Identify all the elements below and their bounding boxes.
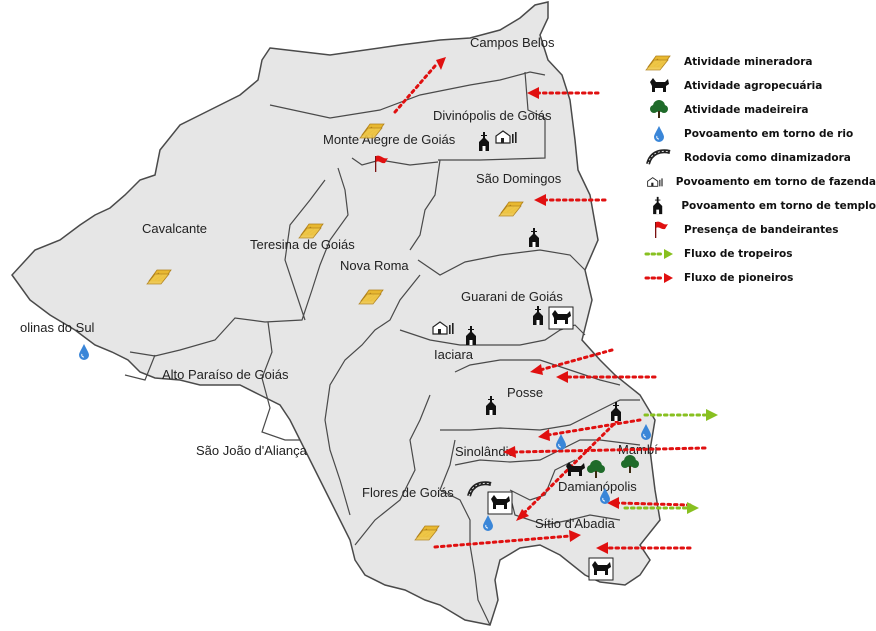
municipality-labels: Campos Belos Divinópolis de Goiás Monte …: [20, 35, 658, 531]
legend-item-tree: Atividade madeireira: [640, 98, 876, 122]
cattle-icon: [488, 492, 512, 514]
pioneer-arrowhead: [569, 530, 581, 542]
label-simolandia: Sinolândia: [455, 444, 516, 459]
legend-label: Atividade madeireira: [684, 104, 809, 116]
legend-item-pioneer-flow: Fluxo de pioneiros: [640, 266, 876, 290]
cattle-icon: [589, 558, 613, 580]
cattle-icon: [549, 307, 573, 329]
pioneer-flow-arrow: [433, 534, 572, 549]
green-arrow-icon: [644, 249, 673, 259]
legend-label: Fluxo de tropeiros: [684, 248, 793, 260]
label-guarani: Guarani de Goiás: [461, 289, 563, 304]
legend-item-drover-flow: Fluxo de tropeiros: [640, 242, 876, 266]
map-legend: Atividade mineradora Atividade agropecuá…: [640, 50, 876, 290]
pioneer-arrowheads: [436, 57, 619, 554]
legend-label: Rodovia como dinamizadora: [684, 152, 851, 164]
water-drop-icon: [653, 125, 665, 143]
legend-item-cattle: Atividade agropecuária: [640, 74, 876, 98]
legend-label: Atividade mineradora: [684, 56, 813, 68]
label-divinopolis: Divinópolis de Goiás: [433, 108, 552, 123]
label-iaciara: Iaciara: [434, 347, 474, 362]
pioneer-arrowhead: [503, 446, 516, 458]
legend-item-church: Povoamento em torno de templo: [640, 194, 876, 218]
legend-label: Fluxo de pioneiros: [684, 272, 794, 284]
label-damianopolis: Damianópolis: [558, 479, 637, 494]
tree-icon: [650, 100, 668, 118]
pioneer-flow-arrow: [513, 446, 707, 454]
legend-label: Povoamento em torno de rio: [684, 128, 854, 140]
cattle-icon: [650, 78, 669, 92]
pioneer-arrowhead: [607, 497, 619, 509]
pioneer-arrowhead: [527, 87, 539, 99]
legend-label: Presença de bandeirantes: [684, 224, 839, 236]
legend-item-farm: Povoamento em torno de fazenda: [640, 170, 876, 194]
legend-item-flag: Presença de bandeirantes: [640, 218, 876, 242]
pioneer-arrowhead: [538, 429, 550, 441]
label-alto-paraiso: Alto Paraíso de Goiás: [162, 367, 289, 382]
legend-item-mining: Atividade mineradora: [640, 50, 876, 74]
label-flores: Flores de Goiás: [362, 485, 454, 500]
region-landmass: [11, 1, 661, 626]
label-sitio: Sítio d'Abadia: [535, 516, 616, 531]
church-icon: [653, 196, 663, 215]
pioneer-arrowhead: [530, 364, 543, 375]
pioneer-flow-arrow: [616, 501, 692, 507]
road-icon: [646, 149, 672, 166]
red-arrow-icon: [644, 273, 673, 283]
label-colinas: olinas do Sul: [20, 320, 95, 335]
label-sao-domingos: São Domingos: [476, 171, 562, 186]
legend-label: Povoamento em torno de templo: [681, 200, 876, 212]
legend-label: Povoamento em torno de fazenda: [675, 176, 876, 188]
label-sao-joao: São João d'Aliança: [196, 443, 308, 458]
legend-item-road: Rodovia como dinamizadora: [640, 146, 876, 170]
pioneer-arrowhead: [556, 371, 568, 383]
legend-item-water: Povoamento em torno de rio: [640, 122, 876, 146]
pioneer-flow-arrow: [546, 418, 642, 437]
label-campos-belos: Campos Belos: [470, 35, 555, 50]
label-nova-roma: Nova Roma: [340, 258, 409, 273]
label-monte-alegre: Monte Alegre de Goiás: [323, 132, 456, 147]
pioneer-arrowhead: [516, 509, 529, 521]
pioneer-flow-arrow: [538, 348, 614, 372]
legend-label: Atividade agropecuária: [684, 80, 823, 92]
drover-arrowhead: [687, 502, 699, 514]
drover-arrowheads: [687, 409, 718, 514]
pioneer-arrowhead: [534, 194, 546, 206]
drover-arrowhead: [706, 409, 718, 421]
label-cavalcante: Cavalcante: [142, 221, 207, 236]
drover-flows: [623, 413, 707, 510]
pioneer-flow-arrow: [393, 64, 437, 114]
label-teresina: Teresina de Goiás: [250, 237, 355, 252]
pioneer-arrowhead: [436, 57, 446, 70]
farm-icon: [647, 177, 664, 187]
mining-icon: [645, 55, 671, 71]
flag-icon: [655, 221, 668, 238]
water-drop-icon: [78, 343, 90, 361]
pioneer-arrowhead: [596, 542, 608, 554]
label-posse: Posse: [507, 385, 543, 400]
